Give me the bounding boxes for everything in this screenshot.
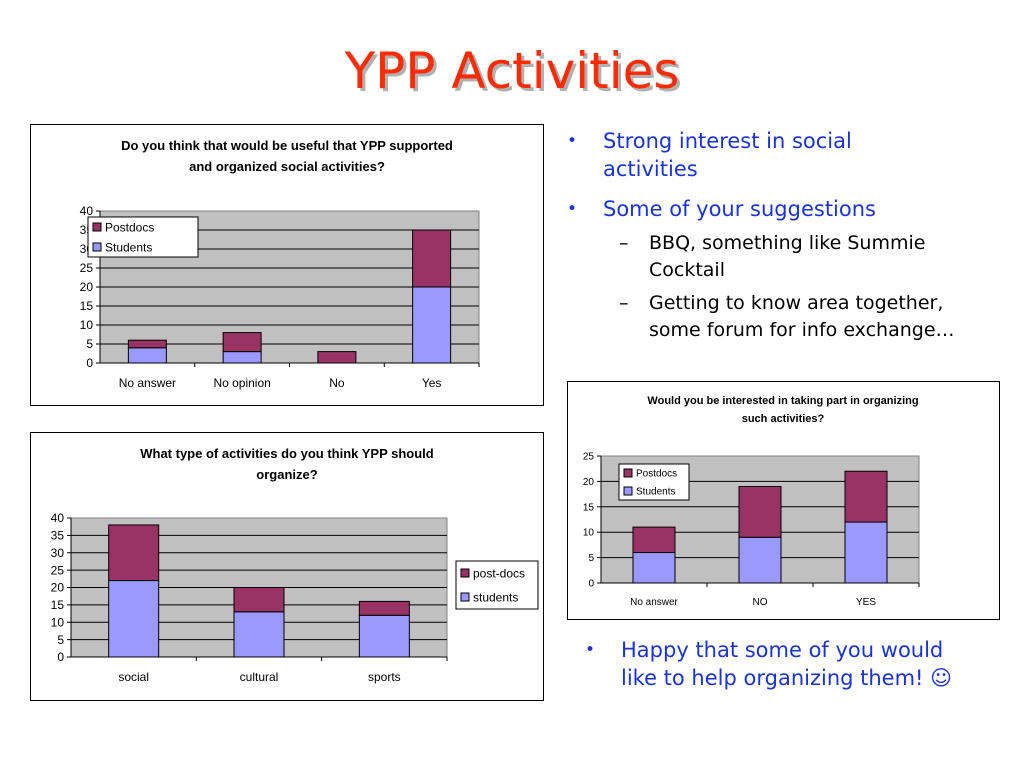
legend-swatch <box>92 222 102 232</box>
y-tick-label: 35 <box>51 529 65 543</box>
chart-title-line: Do you think that would be useful that Y… <box>121 138 453 153</box>
y-tick-label: 10 <box>80 318 94 332</box>
bar-postdocs <box>844 470 888 523</box>
bar-students <box>844 521 888 584</box>
dash-icon: – <box>619 232 629 254</box>
chart-useful-social-activities-svg: Do you think that would be useful that Y… <box>80 138 480 390</box>
legend-swatch <box>92 242 102 252</box>
legend <box>455 560 539 610</box>
y-tick-label: 15 <box>583 502 595 513</box>
legend-swatch <box>460 592 470 602</box>
dash-icon: – <box>619 292 629 314</box>
bar-postdocs <box>127 339 167 349</box>
y-tick-label: 15 <box>51 598 65 612</box>
y-tick-label: 25 <box>51 563 65 577</box>
bar-postdocs <box>412 229 452 288</box>
y-tick-label: 25 <box>583 452 595 463</box>
legend-swatch <box>623 468 633 478</box>
bar-students <box>233 611 285 658</box>
legend-label: post-docs <box>473 566 525 580</box>
y-tick-label: 40 <box>51 511 65 525</box>
y-tick-label: 5 <box>86 337 93 351</box>
sub-bullet-line: Getting to know area together, <box>649 292 944 314</box>
bar-students <box>127 347 167 364</box>
bar-students <box>222 351 262 364</box>
y-tick-label: 0 <box>588 579 594 590</box>
legend <box>87 216 199 258</box>
legend-swatch <box>460 568 470 578</box>
legend-label: students <box>473 590 518 604</box>
x-tick-label: YES <box>856 597 876 608</box>
x-tick-label: cultural <box>240 670 279 684</box>
bar-postdocs <box>317 351 357 364</box>
bullet-dot-icon: • <box>567 199 578 219</box>
x-tick-label: sports <box>368 670 401 684</box>
sub-bullet-line: BBQ, something like Summie <box>649 232 926 254</box>
bullet-text-line: activities <box>603 157 698 181</box>
bullet-text-line: like to help organizing them! ☺ <box>621 666 953 690</box>
bullet-happy: • Happy that some of you would like to h… <box>585 636 1021 692</box>
bar-post-docs <box>358 600 410 616</box>
y-tick-label: 20 <box>583 477 595 488</box>
y-tick-label: 15 <box>80 299 94 313</box>
bar-post-docs <box>108 524 160 582</box>
sub-bullet-area: – Getting to know area together, some fo… <box>619 290 1019 344</box>
legend-label: Postdocs <box>636 469 677 480</box>
y-tick-label: 0 <box>86 356 93 370</box>
y-tick-label: 5 <box>588 553 594 564</box>
bullet-text-line: Some of your suggestions <box>603 197 876 221</box>
legend-label: Students <box>105 240 152 254</box>
x-tick-label: NO <box>753 597 768 608</box>
chart-title-line: such activities? <box>742 413 825 425</box>
x-tick-label: No answer <box>119 376 176 390</box>
x-tick-label: Yes <box>422 376 442 390</box>
bar-students <box>412 286 452 364</box>
y-tick-label: 20 <box>80 280 94 294</box>
x-tick-label: No <box>329 376 345 390</box>
chart-interest-organizing-svg: Would you be interested in taking part i… <box>583 395 920 608</box>
bullet-text-line: Happy that some of you would <box>621 638 944 662</box>
bullet-dot-icon: • <box>585 640 596 660</box>
sub-bullet-line: some forum for info exchange… <box>649 319 955 341</box>
bar-post-docs <box>233 587 285 613</box>
y-tick-label: 30 <box>51 546 65 560</box>
legend-label: Students <box>636 487 675 498</box>
bar-students <box>738 536 782 584</box>
y-tick-label: 40 <box>80 204 94 218</box>
bar-students <box>358 614 410 658</box>
chart-activity-types-svg: What type of activities do you think YPP… <box>51 446 539 684</box>
y-tick-label: 20 <box>51 581 65 595</box>
legend-label: Postdocs <box>105 220 154 234</box>
chart-title-line: organize? <box>256 467 317 482</box>
bullet-suggestions: • Some of your suggestions <box>567 195 1003 223</box>
bullet-strong-interest: • Strong interest in social activities <box>567 127 1003 183</box>
bar-students <box>632 552 676 584</box>
chart-title-line: What type of activities do you think YPP… <box>140 446 434 461</box>
chart-title-line: and organized social activities? <box>189 159 385 174</box>
y-tick-label: 5 <box>57 633 64 647</box>
sub-bullet-bbq: – BBQ, something like Summie Cocktail <box>619 230 1009 284</box>
chart-activity-types: What type of activities do you think YPP… <box>30 432 544 701</box>
chart-useful-social-activities: Do you think that would be useful that Y… <box>30 124 544 406</box>
slide-title: YPP Activities <box>344 42 680 100</box>
bar-postdocs <box>632 526 676 554</box>
x-tick-label: social <box>118 670 149 684</box>
y-tick-label: 0 <box>57 650 64 664</box>
bullet-dot-icon: • <box>567 131 578 151</box>
legend-swatch <box>623 486 633 496</box>
bar-postdocs <box>222 332 262 353</box>
y-tick-label: 25 <box>80 261 94 275</box>
x-tick-label: No opinion <box>213 376 270 390</box>
bullet-text-line: Strong interest in social <box>603 129 852 153</box>
sub-bullet-line: Cocktail <box>649 259 725 281</box>
y-tick-label: 10 <box>51 615 65 629</box>
chart-interest-organizing: Would you be interested in taking part i… <box>567 381 1000 620</box>
y-tick-label: 10 <box>583 528 595 539</box>
bar-students <box>108 580 160 658</box>
x-tick-label: No answer <box>630 597 678 608</box>
chart-title-line: Would you be interested in taking part i… <box>647 395 918 407</box>
bar-postdocs <box>738 485 782 538</box>
